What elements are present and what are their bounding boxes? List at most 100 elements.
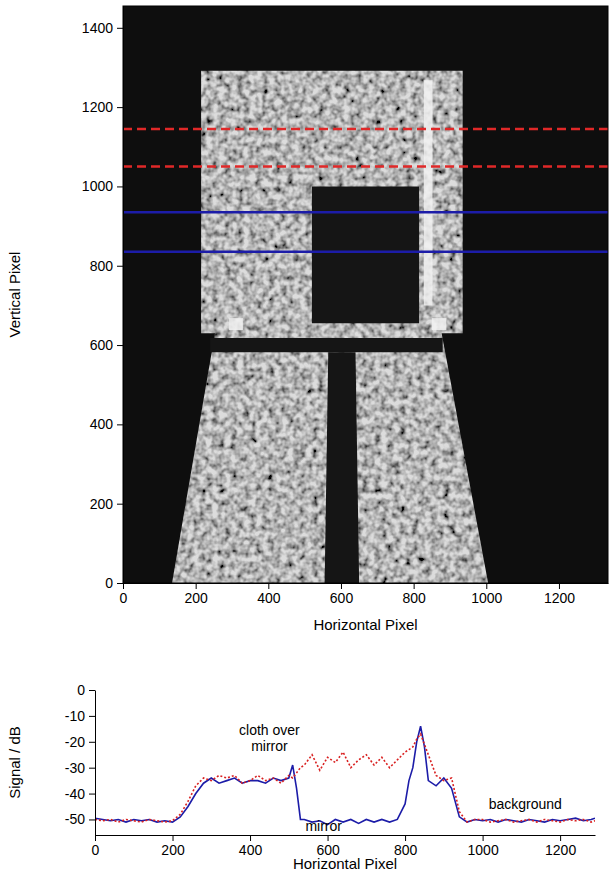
tick-mark <box>117 583 123 584</box>
image-plot <box>123 71 608 583</box>
tick: 400 <box>257 583 281 606</box>
tick-label: 1000 <box>468 842 499 858</box>
tick-mark <box>405 835 406 841</box>
tick: -10 <box>65 708 95 724</box>
tick-mark <box>89 742 95 743</box>
tick-mark <box>341 583 342 589</box>
tick-mark <box>89 794 95 795</box>
tick: -20 <box>65 734 95 750</box>
tick-label: 200 <box>184 590 208 606</box>
tick-mark <box>123 583 124 589</box>
tick: 1400 <box>82 20 123 36</box>
tick: 0 <box>105 575 123 591</box>
image-region <box>432 318 447 330</box>
tick-mark <box>486 583 487 589</box>
image-region <box>312 186 419 323</box>
series-line <box>95 734 595 822</box>
tick: 800 <box>402 583 426 606</box>
marker-line <box>123 128 608 131</box>
x-axis: 0 200 400 600 800 1000 1200 <box>120 583 609 606</box>
tick: 800 <box>90 258 123 274</box>
x-axis-title: Horizontal Pixel <box>313 616 417 633</box>
tick: 200 <box>161 835 185 858</box>
tick-label: -10 <box>65 708 85 724</box>
tick-label: 200 <box>90 496 114 512</box>
tick-label: 0 <box>77 682 85 698</box>
tick-mark <box>89 690 95 691</box>
tick: 800 <box>394 835 418 858</box>
image-region <box>424 80 433 305</box>
image-background <box>123 6 608 583</box>
tick-mark <box>117 186 123 187</box>
annotation: cloth overmirror <box>239 722 300 753</box>
tick: 600 <box>330 583 354 606</box>
tick-mark <box>196 583 197 589</box>
tick-mark <box>117 345 123 346</box>
tick: 1200 <box>545 835 576 858</box>
line-plot <box>95 726 595 824</box>
tick-mark <box>117 107 123 108</box>
axis-line <box>96 835 596 836</box>
tick-label: 800 <box>402 590 426 606</box>
tick-mark <box>328 835 329 841</box>
tick-mark <box>89 768 95 769</box>
tick-mark <box>117 28 123 29</box>
tick-label: 0 <box>92 842 100 858</box>
series-line <box>95 726 595 824</box>
tick-label: 1200 <box>545 842 576 858</box>
tick-label: 800 <box>90 258 114 274</box>
y-axis-title: Vertical Pixel <box>6 252 23 338</box>
y-axis: 0 200 400 600 800 1000 1200 1400 <box>82 7 124 591</box>
tick-mark <box>173 835 174 841</box>
tick: 200 <box>184 583 208 606</box>
marker-line <box>123 165 608 168</box>
tick: -40 <box>65 786 95 802</box>
tick-mark <box>414 583 415 589</box>
annotation: background <box>489 796 562 812</box>
x-axis-title: Horizontal Pixel <box>293 855 397 872</box>
image-region <box>325 352 360 583</box>
tick: -30 <box>65 760 95 776</box>
tick: 0 <box>92 835 100 858</box>
tick-label: -40 <box>65 786 85 802</box>
tick: 600 <box>90 337 123 353</box>
image-region <box>210 338 443 352</box>
tick: 0 <box>77 682 95 698</box>
tick-mark <box>268 583 269 589</box>
tick: 1200 <box>544 583 575 606</box>
tick-label: -20 <box>65 734 85 750</box>
figure: 0 200 400 600 800 1000 1200 0 200 400 600 800 1000 12… <box>0 0 613 876</box>
plot-frame <box>123 6 608 583</box>
tick: 1000 <box>468 835 499 858</box>
tick-mark <box>95 835 96 841</box>
marker-line <box>123 211 608 214</box>
tick-label: 400 <box>257 590 281 606</box>
tick-mark <box>559 583 560 589</box>
marker-line <box>123 251 608 254</box>
image-region <box>201 71 463 334</box>
tick-label: 1000 <box>471 590 502 606</box>
tick-mark <box>560 835 561 841</box>
tick-label: 200 <box>161 842 185 858</box>
tick-label: 1400 <box>82 20 113 36</box>
tick-mark <box>117 504 123 505</box>
tick-label: 1200 <box>82 99 113 115</box>
tick-mark <box>117 266 123 267</box>
tick-label: 400 <box>239 842 263 858</box>
tick-label: 1000 <box>82 178 113 194</box>
tick-mark <box>250 835 251 841</box>
tick: 400 <box>239 835 263 858</box>
axis-line <box>123 7 124 584</box>
tick-label: 600 <box>90 337 114 353</box>
tick-mark <box>89 819 95 820</box>
tick: 400 <box>90 416 123 432</box>
y-axis-title: Signal / dB <box>6 726 23 799</box>
tick: 200 <box>90 496 123 512</box>
tick-mark <box>117 424 123 425</box>
tick-label: 800 <box>394 842 418 858</box>
tick: 0 <box>120 583 128 606</box>
tick-label: 0 <box>120 590 128 606</box>
tick: 1000 <box>471 583 502 606</box>
tick-label: -50 <box>65 811 85 827</box>
image-region <box>172 329 488 583</box>
